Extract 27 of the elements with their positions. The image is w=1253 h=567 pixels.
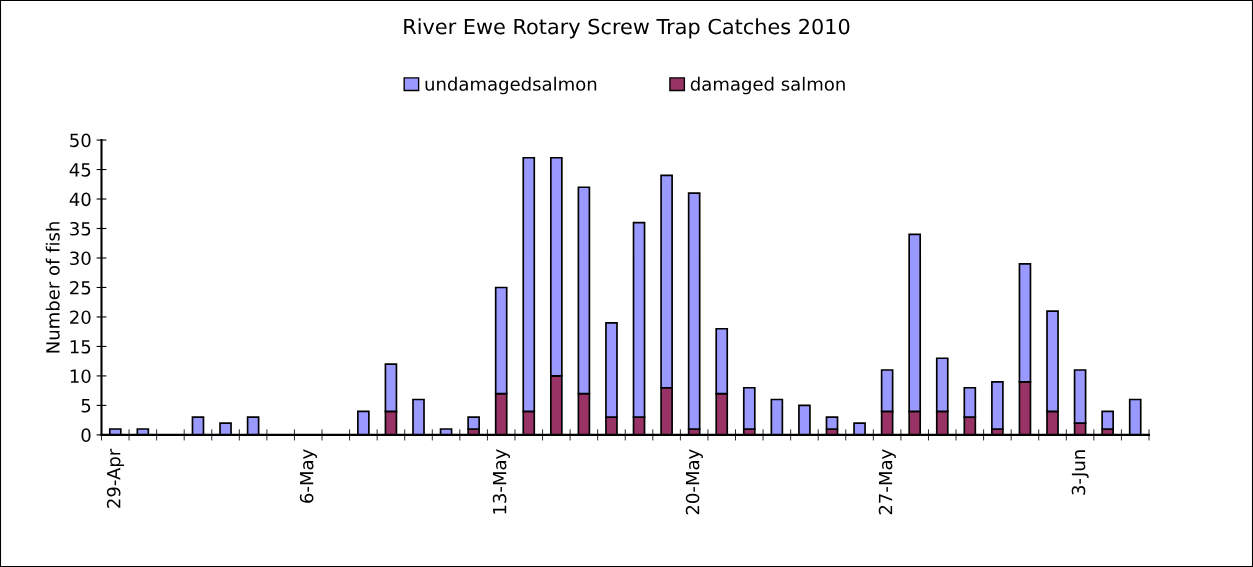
bar xyxy=(1101,410,1115,430)
bar xyxy=(825,416,839,430)
y-tick-label: 45 xyxy=(69,163,91,177)
x-tick-label: 29-Apr xyxy=(106,448,125,508)
y-tick-label: 5 xyxy=(81,399,91,413)
legend-label: undamagedsalmon xyxy=(425,76,597,95)
y-tick-label: 50 xyxy=(70,133,91,148)
y-tick-label: 20 xyxy=(70,310,91,325)
bar xyxy=(991,380,1004,430)
y-tick-label: 30 xyxy=(70,251,91,266)
y-tick-label: 35 xyxy=(70,221,91,236)
y-tick-label: 25 xyxy=(70,280,91,295)
bar xyxy=(687,192,701,430)
y-axis-title: Number of fish xyxy=(45,222,60,353)
x-tick-label: 13-May xyxy=(492,449,510,514)
bar xyxy=(742,386,756,430)
y-tick-label: 10 xyxy=(70,369,91,384)
chart-title: River Ewe Rotary Screw Trap Catches 2010 xyxy=(404,18,850,39)
y-tick-label: 15 xyxy=(70,340,91,354)
y-tick-label: 40 xyxy=(69,192,91,207)
x-tick-label: 6-May xyxy=(299,449,317,503)
y-tick-label: 0 xyxy=(81,428,91,443)
bar xyxy=(467,416,480,430)
x-tick-label: 27-May xyxy=(878,449,896,515)
legend-label: damaged salmon xyxy=(690,76,845,95)
x-tick-label: 3-Jun xyxy=(1071,450,1089,495)
x-tick-label: 20-May xyxy=(685,449,703,515)
